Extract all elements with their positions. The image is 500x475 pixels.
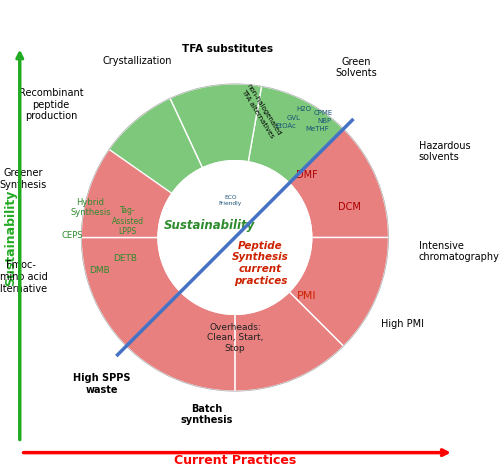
Polygon shape [126,292,235,391]
Text: PMI: PMI [297,291,317,301]
Text: Recombinant
peptide
production: Recombinant peptide production [18,88,84,122]
Polygon shape [182,310,288,391]
Text: Crystallization: Crystallization [102,57,172,66]
Polygon shape [170,84,262,168]
Polygon shape [289,238,388,346]
Text: DETB: DETB [114,254,138,263]
Text: Green
Solvents: Green Solvents [335,57,377,78]
Text: Batch
synthesis: Batch synthesis [181,404,233,425]
Text: CPME: CPME [314,110,333,116]
Text: Sustainability: Sustainability [4,190,17,285]
Text: CEPS: CEPS [61,231,82,240]
Text: EtOAc: EtOAc [276,123,296,129]
Text: High PMI: High PMI [381,319,424,329]
Text: Hybrid
Synthesis: Hybrid Synthesis [70,198,111,217]
Text: Sustainability: Sustainability [164,219,255,232]
Text: DCM: DCM [338,202,360,212]
Text: Hazardous
solvents: Hazardous solvents [419,141,470,162]
Polygon shape [90,98,202,211]
Circle shape [158,161,312,314]
Text: MeTHF: MeTHF [305,126,328,133]
Polygon shape [81,238,180,346]
Polygon shape [235,292,344,391]
Polygon shape [81,185,162,277]
Text: H2O: H2O [296,106,312,113]
Polygon shape [261,292,344,382]
Text: NMP: NMP [275,200,297,210]
Text: Peptide
Synthesis
current
practices: Peptide Synthesis current practices [232,241,289,285]
Polygon shape [86,257,176,336]
Text: Fmoc-
amino acid
alternative: Fmoc- amino acid alternative [0,260,48,294]
Text: Tag-
Assisted
LPPS: Tag- Assisted LPPS [112,206,144,236]
Polygon shape [289,238,388,346]
Text: GVL: GVL [287,115,301,121]
Text: ECO
Friendly: ECO Friendly [218,195,242,206]
Polygon shape [289,129,388,238]
Text: Intensive
chromatography: Intensive chromatography [419,241,500,262]
Polygon shape [117,287,208,382]
Text: Overheads:
Clean, Start,
Stop: Overheads: Clean, Start, Stop [206,323,263,352]
Polygon shape [248,86,344,183]
Text: non-halogenated
TFA alternatives: non-halogenated TFA alternatives [239,83,282,141]
Text: Greener
Synthesis: Greener Synthesis [0,169,46,190]
Text: TFA substitutes: TFA substitutes [182,44,274,54]
Text: DMB: DMB [90,266,110,275]
Text: High SPPS
waste: High SPPS waste [74,373,131,395]
Text: NBP: NBP [317,118,332,124]
Text: DMF: DMF [296,170,318,180]
Polygon shape [81,149,172,238]
Text: Current Practices: Current Practices [174,454,296,466]
